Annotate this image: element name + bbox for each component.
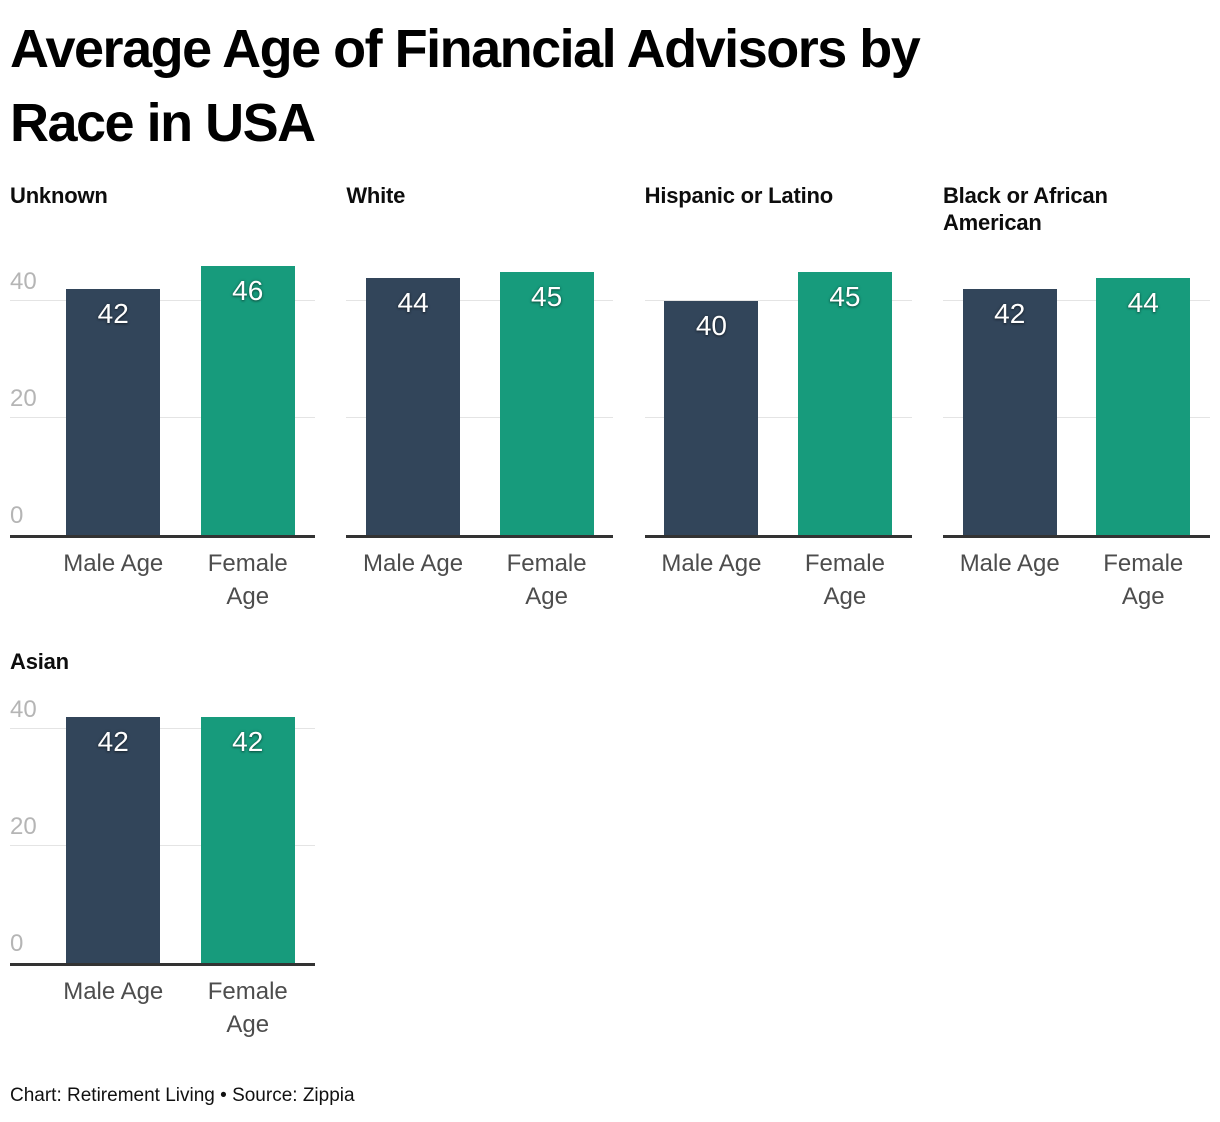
bars-area: 44 45 xyxy=(346,238,613,535)
facet-title: White xyxy=(346,183,406,208)
chart-title-line-1: Average Age of Financial Advisors by xyxy=(10,19,921,79)
x-axis-labels: Male Age Female Age xyxy=(943,547,1210,613)
gridline-20 xyxy=(644,417,912,418)
x-axis-labels: Male Age Female Age xyxy=(346,547,613,613)
gridline-20 xyxy=(10,845,315,846)
gridline-40 xyxy=(644,300,912,301)
bar-band-female-age: 45 xyxy=(480,271,614,535)
bars-area: 42 44 xyxy=(943,238,1210,535)
x-axis-label-male-age: Male Age xyxy=(661,550,762,577)
bar-band-male-age: 42 xyxy=(46,717,181,963)
bar-value-label: 44 xyxy=(397,286,429,318)
plot-area: 44 45 xyxy=(346,238,614,538)
bar-male-age: 42 xyxy=(66,289,161,535)
bar-male-age: 40 xyxy=(664,301,759,535)
x-axis-label-female-age: Female Age xyxy=(1103,550,1184,610)
facet-title: Black or African American xyxy=(942,183,1108,235)
bar-band-male-age: 42 xyxy=(46,289,181,535)
bar-male-age: 42 xyxy=(66,717,161,963)
bar-female-age: 42 xyxy=(200,717,295,963)
bar-female-age: 45 xyxy=(499,271,594,535)
bars-area: 42 46 xyxy=(46,238,315,535)
bar-value-label: 46 xyxy=(232,274,264,306)
bar-value-label: 44 xyxy=(1127,286,1159,318)
y-tick-label-0: 0 xyxy=(10,502,24,529)
facet-title: Hispanic or Latino xyxy=(644,183,834,208)
bar-female-age: 45 xyxy=(797,271,892,535)
gridline-20 xyxy=(10,417,315,418)
plot-area: 0 20 40 42 42 xyxy=(10,674,315,966)
x-axis-label-male-age: Male Age xyxy=(959,550,1060,577)
gridline-20 xyxy=(942,417,1210,418)
bar-band-male-age: 42 xyxy=(943,289,1077,535)
bar-band-female-age: 44 xyxy=(1076,277,1210,535)
bars-area: 42 42 xyxy=(46,674,315,963)
gridline-20 xyxy=(346,417,614,418)
facet-title: Unknown xyxy=(10,183,108,208)
facet-row-2: Asian 0 20 40 42 42 Male Age Female Age xyxy=(10,648,1210,1041)
plot-area: 42 44 xyxy=(942,238,1210,538)
bar-value-label: 45 xyxy=(531,280,563,312)
bar-band-female-age: 42 xyxy=(181,717,316,963)
y-tick-label-40: 40 xyxy=(10,696,37,723)
facet-title: Asian xyxy=(10,649,69,674)
bar-band-male-age: 44 xyxy=(346,277,480,535)
bar-female-age: 44 xyxy=(1096,277,1191,535)
bar-male-age: 44 xyxy=(366,277,461,535)
bar-value-label: 40 xyxy=(695,310,727,341)
x-axis-label-male-age: Male Age xyxy=(63,978,164,1005)
bar-band-female-age: 46 xyxy=(181,265,316,535)
gridline-40 xyxy=(942,300,1210,301)
x-axis-labels: Male Age Female Age xyxy=(46,547,315,613)
bar-male-age: 42 xyxy=(962,289,1057,535)
plot-area: 0 20 40 42 46 xyxy=(10,238,315,538)
bar-value-label: 42 xyxy=(232,726,264,758)
x-axis-label-female-age: Female Age xyxy=(207,978,288,1038)
x-axis-label-male-age: Male Age xyxy=(363,550,464,577)
y-tick-label-20: 20 xyxy=(10,813,37,840)
plot-area: 40 45 xyxy=(644,238,912,538)
facet-hispanic-or-latino: Hispanic or Latino 40 45 Male Age Female Age xyxy=(644,182,912,613)
chart-title-line-2: Race in USA xyxy=(10,93,316,153)
x-axis-label-female-age: Female Age xyxy=(207,550,288,610)
y-tick-label-0: 0 xyxy=(10,930,24,957)
x-axis-label-female-age: Female Age xyxy=(804,550,885,610)
x-axis-labels: Male Age Female Age xyxy=(645,547,912,613)
bar-value-label: 42 xyxy=(97,298,129,330)
y-tick-label-40: 40 xyxy=(10,268,37,295)
facet-asian: Asian 0 20 40 42 42 Male Age Female Age xyxy=(10,648,315,1041)
chart-title: Average Age of Financial Advisors by Rac… xyxy=(10,12,1210,160)
facet-unknown: Unknown 0 20 40 42 46 Male Age Female Age xyxy=(10,182,315,613)
facet-white: White 44 45 Male Age Female Age xyxy=(346,182,614,613)
bar-female-age: 46 xyxy=(200,265,295,535)
facet-row-1: Unknown 0 20 40 42 46 Male Age Female Age White 4… xyxy=(10,182,1210,613)
gridline-40 xyxy=(10,300,315,301)
bar-value-label: 42 xyxy=(994,298,1026,330)
bar-value-label: 45 xyxy=(829,280,861,312)
bar-value-label: 42 xyxy=(97,726,129,758)
x-axis-label-female-age: Female Age xyxy=(506,550,587,610)
bar-band-female-age: 45 xyxy=(778,271,912,535)
gridline-40 xyxy=(346,300,614,301)
x-axis-labels: Male Age Female Age xyxy=(46,975,315,1041)
source-line: Chart: Retirement Living • Source: Zippi… xyxy=(10,1085,355,1106)
bar-band-male-age: 40 xyxy=(645,301,779,535)
gridline-40 xyxy=(10,728,315,729)
y-tick-label-20: 20 xyxy=(10,385,37,412)
facet-black-or-african-american: Black or African American 42 44 Male Age Fem… xyxy=(942,182,1210,613)
x-axis-label-male-age: Male Age xyxy=(63,550,164,577)
bars-area: 40 45 xyxy=(645,238,912,535)
